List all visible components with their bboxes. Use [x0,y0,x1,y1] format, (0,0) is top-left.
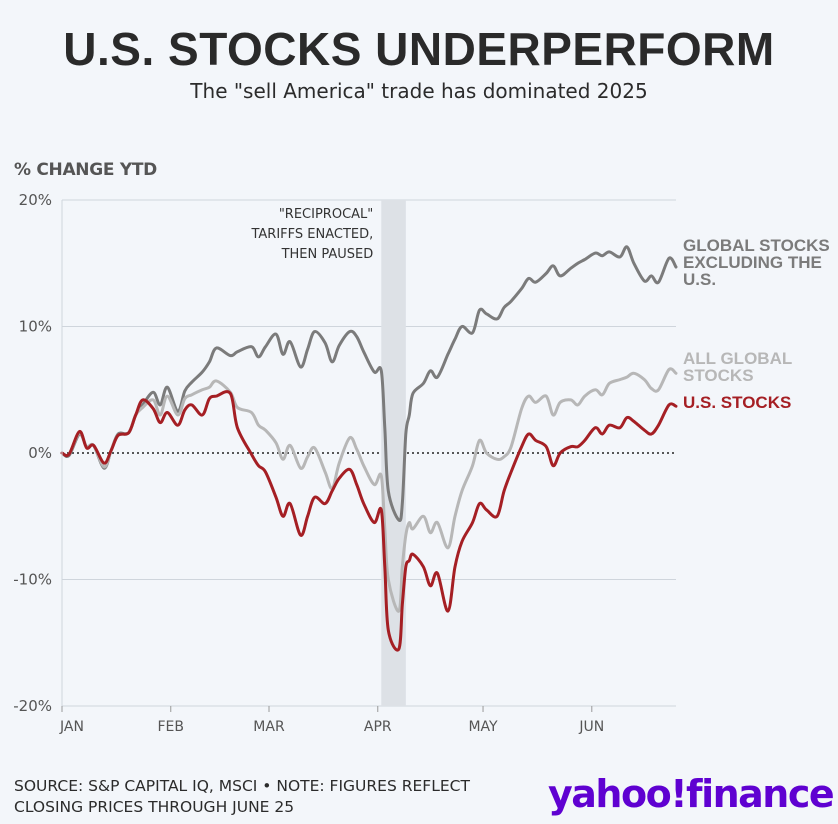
logo-part-a: yahoo [548,772,672,816]
annotation-line: THEN PAUSED [281,247,374,262]
label-global-ex-us-line: EXCLUDING THE [683,253,822,272]
x-tick-label: JUN [578,719,604,735]
annotation-line: "RECIPROCAL" [279,207,373,222]
label-global-ex-us-line: U.S. [683,270,716,289]
axes: 20% 10% 0% -10% -20% JAN FEB MAR APR MAY JUN [13,191,604,735]
series-us-stocks-line [60,390,678,652]
yahoo-finance-logo: yahoo!finance [548,772,835,816]
y-tick-label: 0% [28,444,52,462]
line-chart: "RECIPROCAL"TARIFFS ENACTED,THEN PAUSED … [13,191,830,735]
chart-subtitle: The "sell America" trade has dominated 2… [190,79,648,103]
y-tick-label: -20% [13,697,52,715]
label-global-ex-us-line: GLOBAL STOCKS [683,236,830,255]
source-line-2: CLOSING PRICES THROUGH JUNE 25 [14,798,295,816]
series-lines [60,245,678,652]
x-tick-label: APR [364,719,392,735]
y-tick-label: 10% [19,318,52,336]
label-us-stocks-line: U.S. STOCKS [683,393,791,412]
logo-part-c: finance [686,772,835,816]
x-tick-label: MAY [468,719,498,735]
chart-title: U.S. STOCKS UNDERPERFORM [63,23,775,75]
y-axis-label: % CHANGE YTD [14,160,157,180]
series-global-ex-us-line [60,245,678,523]
y-tick-label: 20% [19,191,52,209]
label-all-global-line: ALL GLOBAL [683,349,792,368]
x-tick-label: JAN [59,719,84,735]
x-tick-label: MAR [253,719,285,735]
series-all-global-line [60,367,678,613]
logo-part-b: ! [670,772,687,816]
source-note: SOURCE: S&P CAPITAL IQ, MSCI • NOTE: FIG… [14,776,470,818]
y-tick-label: -10% [13,571,52,589]
tariff-annotation: "RECIPROCAL" TARIFFS ENACTED, THEN PAUSED [250,207,373,262]
gridlines [62,199,676,707]
annotation-line: TARIFFS ENACTED, [250,227,373,242]
source-line-1: SOURCE: S&P CAPITAL IQ, MSCI • NOTE: FIG… [14,777,470,795]
label-all-global-line: STOCKS [683,366,754,385]
x-tick-label: FEB [158,719,185,735]
